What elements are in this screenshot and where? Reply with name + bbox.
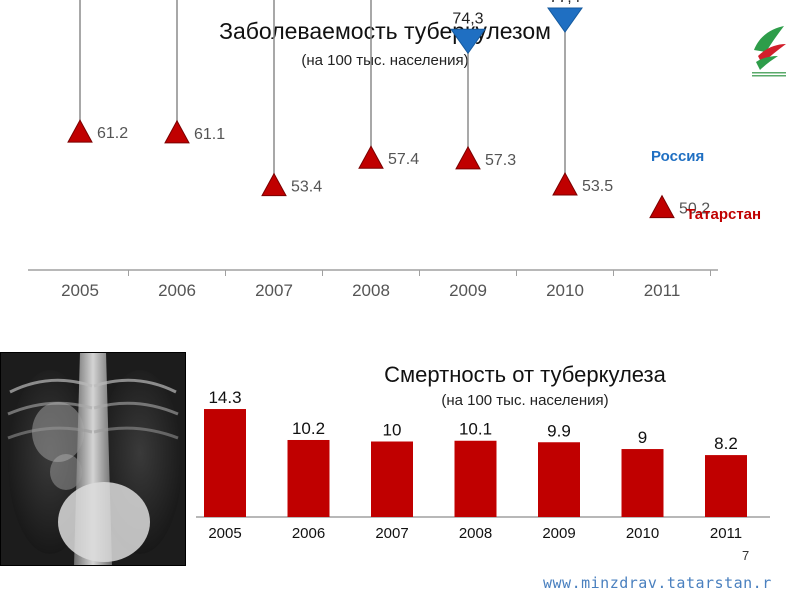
page-number: 7 [742,548,750,563]
mortality-bar [538,442,580,517]
x-tick-label: 2009 [449,281,487,300]
x-tick-label: 2009 [542,525,575,542]
bar-data-label: 10.2 [292,419,325,438]
legend-tatarstan: Татарстан [686,206,762,223]
x-tick-label: 2011 [644,281,681,300]
mortality-chart-subtitle: (на 100 тыс. населения) [441,392,609,409]
russia-point [450,28,486,55]
bar-data-label: 9.9 [547,421,571,440]
x-tick-label: 2005 [61,281,99,300]
footer-url: www.minzdrav.tatarstan.r [543,574,772,592]
mortality-bar [621,449,664,517]
x-tick-label: 2010 [546,281,584,300]
tatarstan-point [67,119,93,143]
x-tick-label: 2008 [352,281,390,300]
x-tick-label: 2006 [158,281,196,300]
tatarstan-point [261,172,287,197]
mortality-bar [287,439,330,517]
tatarstan-point [455,145,481,170]
x-tick-label: 2007 [255,281,293,300]
bar-data-label: 9 [638,428,647,447]
bar-data-label: 10 [383,421,402,440]
russia-point [547,7,583,33]
mortality-bar [204,409,246,517]
x-tick-label: 2007 [375,525,408,542]
bar-data-label: 8.2 [714,434,738,453]
x-tick-label: 2010 [626,525,659,542]
tatarstan-data-label: 53.5 [582,178,613,195]
tatarstan-data-label: 53.4 [291,179,322,196]
russia-data-label: 74,3 [452,10,483,27]
incidence-chart-subtitle: (на 100 тыс. населения) [301,52,469,69]
tatarstan-data-label: 50.2 [679,201,710,218]
legend-russia: Россия [651,148,705,165]
ministry-logo [752,26,786,77]
russia-data-label: 77,4 [549,0,580,6]
mortality-chart-title: Смертность от туберкулеза [384,362,666,387]
bar-data-label: 10.1 [459,420,492,439]
tatarstan-data-label: 57.4 [388,151,419,168]
tatarstan-point [164,119,190,144]
x-tick-label: 2005 [208,525,241,542]
tatarstan-point [358,145,384,169]
chest-xray-image [0,352,186,566]
mortality-bar [371,441,413,517]
tatarstan-data-label: 61.1 [194,126,225,143]
x-tick-label: 2006 [292,525,325,542]
bar-data-label: 14.3 [208,388,241,407]
x-tick-label: 2011 [710,525,742,542]
mortality-bar [454,440,497,517]
tatarstan-point [552,171,578,196]
x-tick-label: 2008 [459,525,492,542]
tatarstan-point [649,194,675,219]
tatarstan-data-label: 61.2 [97,125,128,142]
mortality-bar [705,455,747,517]
tatarstan-data-label: 57.3 [485,152,516,169]
